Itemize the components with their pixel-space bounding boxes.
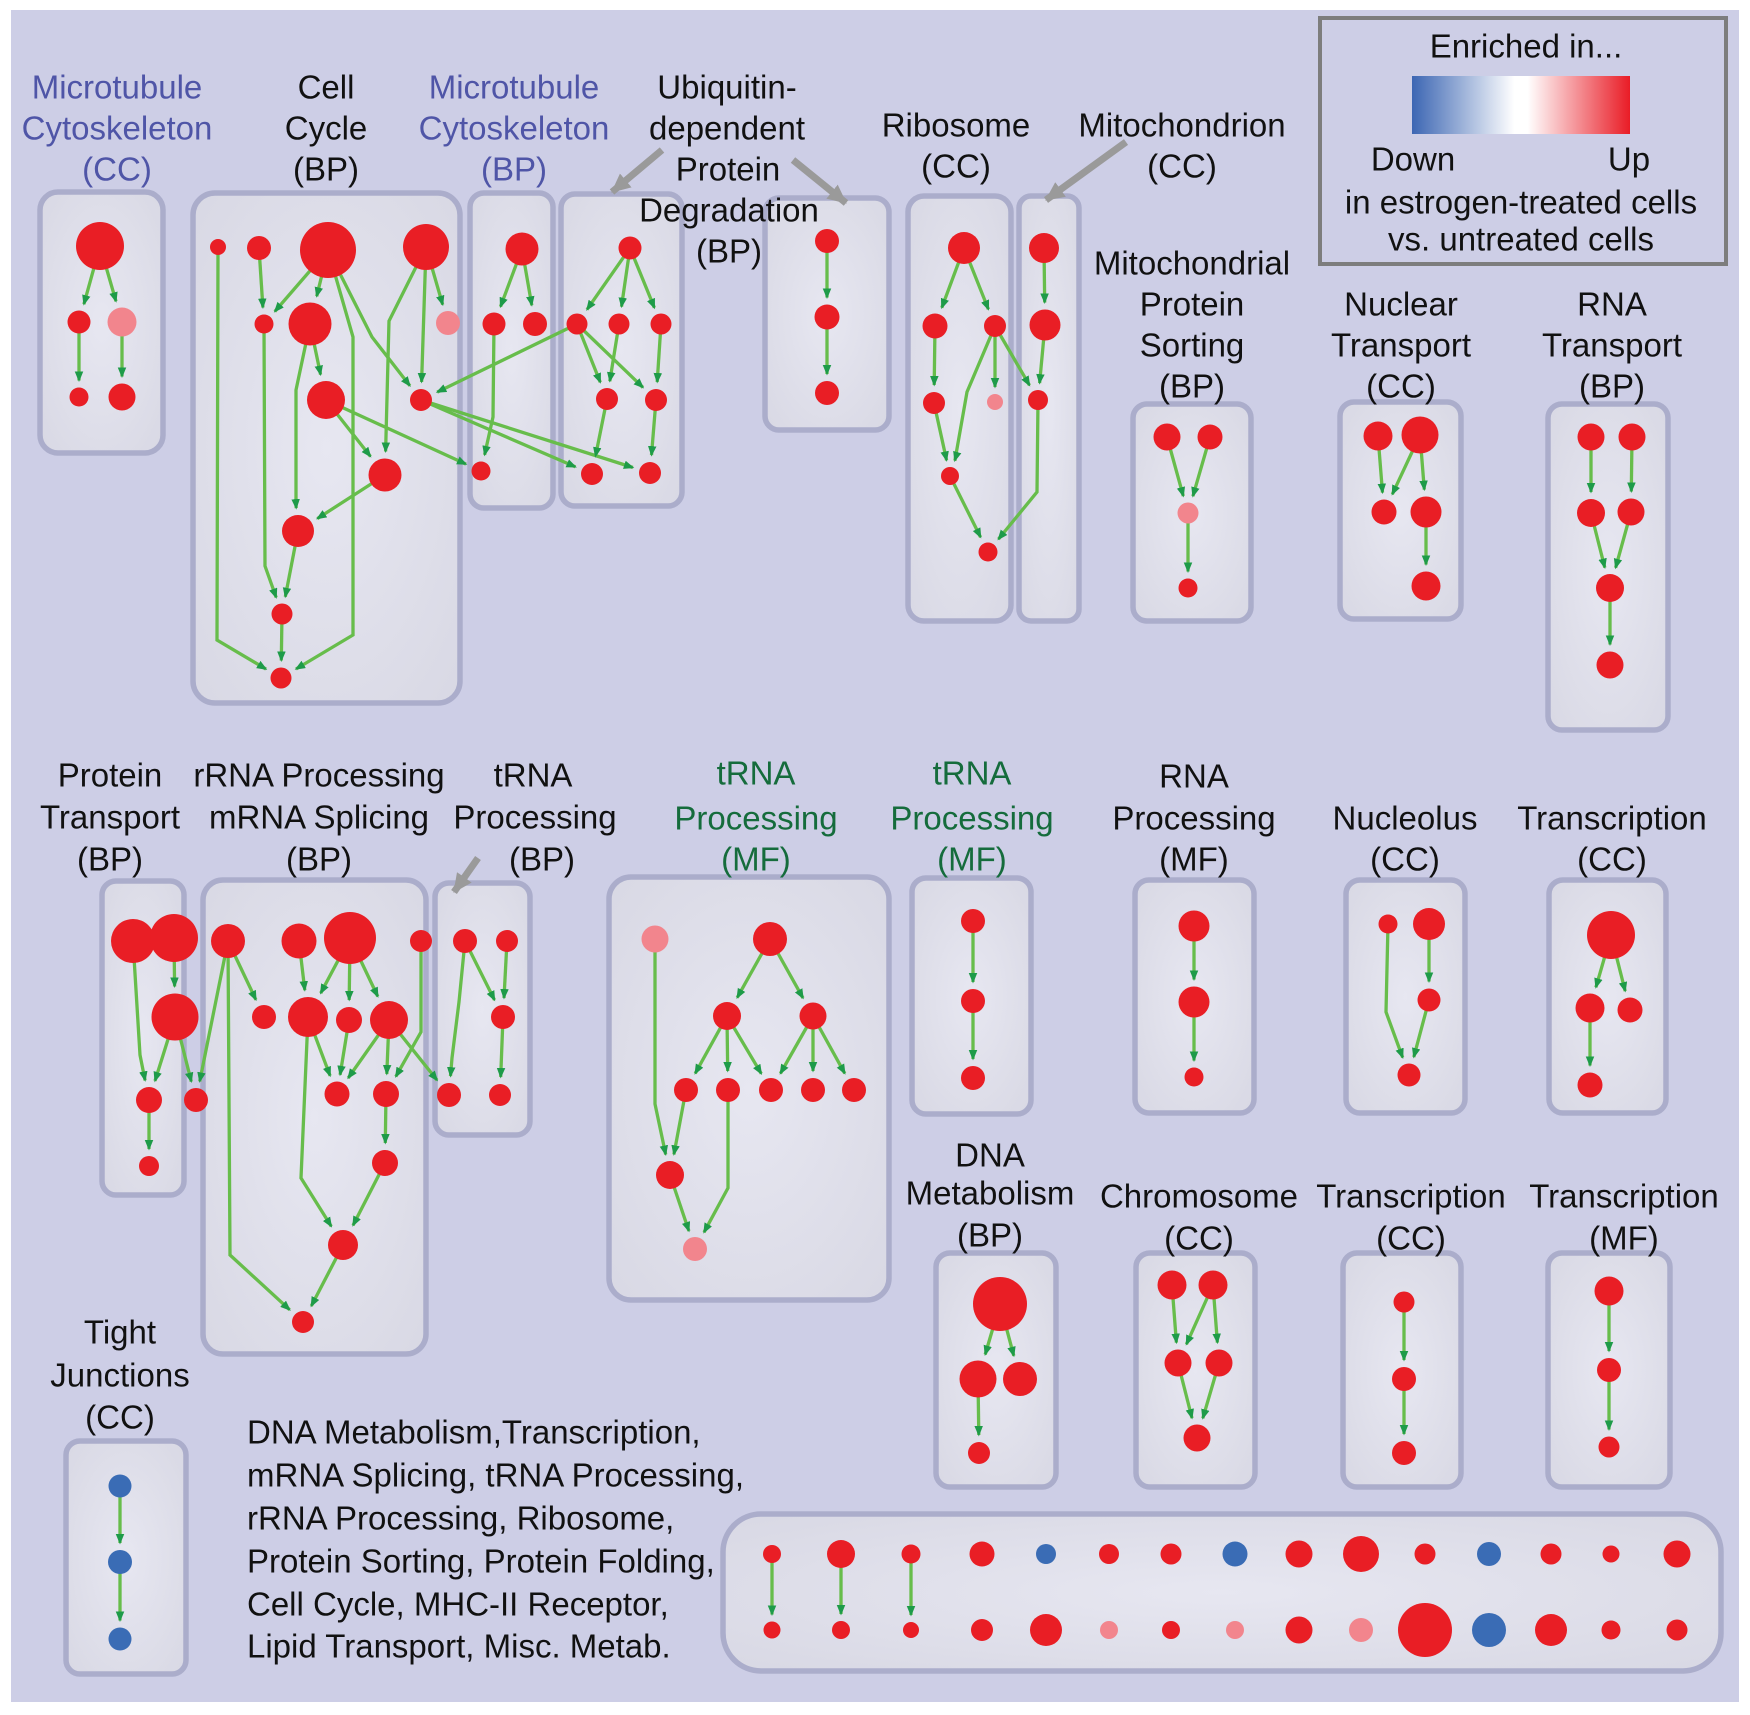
- svg-text:(BP): (BP): [481, 151, 547, 188]
- svg-text:Enriched in...: Enriched in...: [1430, 28, 1623, 65]
- svg-text:(BP): (BP): [509, 841, 575, 878]
- svg-text:DNA Metabolism,Transcription,: DNA Metabolism,Transcription,: [247, 1414, 701, 1451]
- svg-text:Microtubule: Microtubule: [32, 69, 203, 106]
- svg-text:mRNA Splicing: mRNA Splicing: [209, 799, 429, 836]
- svg-text:Metabolism: Metabolism: [906, 1175, 1075, 1212]
- svg-text:Cytoskeleton: Cytoskeleton: [22, 110, 213, 147]
- svg-text:mRNA Splicing, tRNA Processing: mRNA Splicing, tRNA Processing,: [247, 1457, 744, 1494]
- svg-text:Sorting: Sorting: [1140, 327, 1245, 364]
- svg-text:Transport: Transport: [1331, 327, 1471, 364]
- svg-text:Ubiquitin-: Ubiquitin-: [657, 69, 796, 106]
- svg-text:Protein: Protein: [676, 151, 781, 188]
- svg-text:(CC): (CC): [1376, 1220, 1446, 1257]
- svg-text:(BP): (BP): [1159, 368, 1225, 405]
- svg-text:Processing: Processing: [674, 800, 837, 837]
- svg-text:Mitochondrial: Mitochondrial: [1094, 245, 1290, 282]
- svg-text:Transcription: Transcription: [1316, 1178, 1506, 1215]
- svg-text:Down: Down: [1371, 141, 1455, 178]
- svg-text:(MF): (MF): [1589, 1220, 1659, 1257]
- svg-text:Transcription: Transcription: [1529, 1178, 1719, 1215]
- svg-text:Nucleolus: Nucleolus: [1333, 800, 1478, 837]
- svg-text:RNA: RNA: [1577, 286, 1647, 323]
- svg-text:(CC): (CC): [1370, 841, 1440, 878]
- svg-text:(BP): (BP): [696, 233, 762, 270]
- svg-text:Transcription: Transcription: [1517, 800, 1707, 837]
- svg-text:dependent: dependent: [649, 110, 805, 147]
- svg-text:(MF): (MF): [721, 841, 791, 878]
- svg-text:Tight: Tight: [84, 1314, 156, 1351]
- svg-text:Nuclear: Nuclear: [1344, 286, 1458, 323]
- svg-text:(CC): (CC): [1164, 1220, 1234, 1257]
- svg-text:(CC): (CC): [1366, 368, 1436, 405]
- svg-text:Processing: Processing: [453, 799, 616, 836]
- svg-text:vs. untreated cells: vs. untreated cells: [1388, 221, 1654, 258]
- svg-text:(BP): (BP): [957, 1217, 1023, 1254]
- svg-text:Junctions: Junctions: [50, 1357, 189, 1394]
- svg-text:Mitochondrion: Mitochondrion: [1078, 107, 1285, 144]
- svg-text:tRNA: tRNA: [717, 755, 796, 792]
- svg-text:Cycle: Cycle: [285, 110, 368, 147]
- svg-text:(MF): (MF): [937, 841, 1007, 878]
- svg-text:(BP): (BP): [286, 841, 352, 878]
- svg-text:Up: Up: [1608, 141, 1650, 178]
- svg-text:(CC): (CC): [921, 148, 991, 185]
- svg-text:Chromosome: Chromosome: [1100, 1178, 1298, 1215]
- svg-text:RNA: RNA: [1159, 758, 1229, 795]
- svg-text:(CC): (CC): [82, 151, 152, 188]
- svg-text:DNA: DNA: [955, 1137, 1025, 1174]
- svg-text:(BP): (BP): [1579, 368, 1645, 405]
- svg-text:rRNA Processing, Ribosome,: rRNA Processing, Ribosome,: [247, 1500, 674, 1537]
- svg-text:Ribosome: Ribosome: [882, 107, 1031, 144]
- svg-text:(MF): (MF): [1159, 841, 1229, 878]
- svg-text:(CC): (CC): [85, 1399, 155, 1436]
- svg-text:Protein: Protein: [58, 757, 163, 794]
- svg-text:Processing: Processing: [1112, 800, 1275, 837]
- svg-text:Transport: Transport: [40, 799, 180, 836]
- svg-text:Microtubule: Microtubule: [429, 69, 600, 106]
- svg-text:(CC): (CC): [1577, 841, 1647, 878]
- svg-text:Cell: Cell: [298, 69, 355, 106]
- svg-text:(BP): (BP): [77, 841, 143, 878]
- svg-text:(CC): (CC): [1147, 148, 1217, 185]
- svg-text:Transport: Transport: [1542, 327, 1682, 364]
- svg-text:Lipid Transport, Misc. Metab.: Lipid Transport, Misc. Metab.: [247, 1628, 671, 1665]
- svg-text:Protein Sorting, Protein Foldi: Protein Sorting, Protein Folding,: [247, 1543, 715, 1580]
- svg-text:Cell Cycle, MHC-II Receptor,: Cell Cycle, MHC-II Receptor,: [247, 1586, 669, 1623]
- svg-text:Processing: Processing: [890, 800, 1053, 837]
- svg-text:Degradation: Degradation: [639, 192, 819, 229]
- svg-text:(BP): (BP): [293, 151, 359, 188]
- svg-text:tRNA: tRNA: [933, 755, 1012, 792]
- svg-text:Cytoskeleton: Cytoskeleton: [419, 110, 610, 147]
- svg-text:in estrogen-treated cells: in estrogen-treated cells: [1345, 184, 1697, 221]
- svg-text:rRNA Processing: rRNA Processing: [193, 757, 444, 794]
- svg-text:tRNA: tRNA: [494, 757, 573, 794]
- svg-text:Protein: Protein: [1140, 286, 1245, 323]
